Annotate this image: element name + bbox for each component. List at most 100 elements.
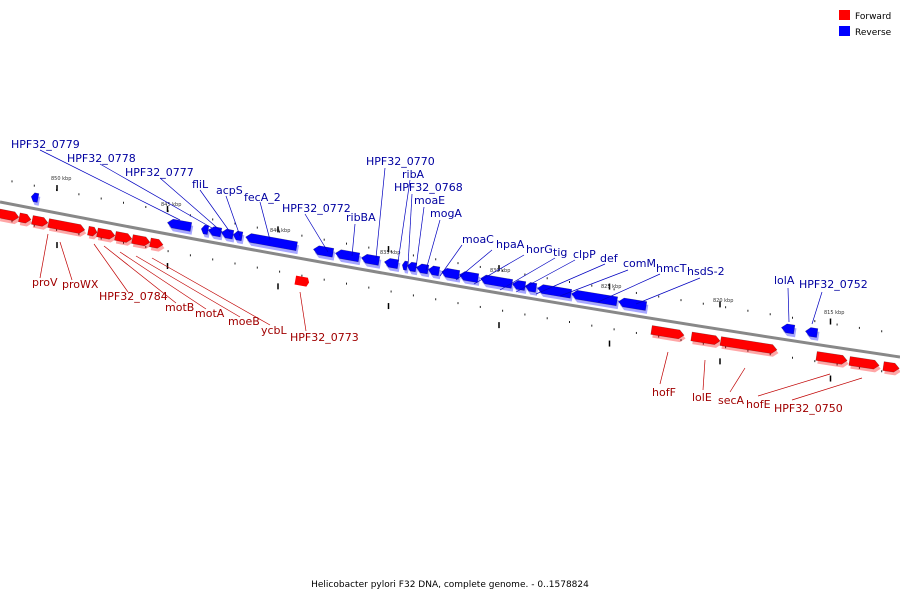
gene-arrow — [459, 271, 480, 283]
gene-arrow — [848, 356, 880, 370]
reverse-gene-21 — [618, 297, 649, 314]
reverse-leader-4 — [225, 195, 241, 237]
reverse-gene-4 — [232, 230, 245, 245]
reverse-leader-2 — [159, 177, 223, 233]
gene-label-hsdS-2[interactable]: hsdS-2 — [687, 265, 725, 278]
gene-arrow — [719, 336, 778, 354]
forward-gene-0 — [0, 208, 21, 225]
legend-label-reverse: Reverse — [855, 28, 892, 38]
gene-arrow — [18, 212, 32, 224]
reverse-leader-22 — [787, 287, 790, 323]
gene-label-hmcT[interactable]: hmcT — [656, 262, 687, 275]
gene-label-HPF32_0752[interactable]: HPF32_0752 — [799, 278, 868, 291]
forward-leader-7 — [299, 291, 307, 332]
reverse-gene-6 — [312, 245, 336, 261]
forward-leader-3 — [103, 245, 177, 304]
gene-label-lolA[interactable]: lolA — [774, 274, 795, 287]
forward-gene-7 — [131, 234, 152, 250]
gene-label-ribBA[interactable]: ribBA — [346, 211, 376, 224]
gene-label-tig[interactable]: tig — [553, 246, 567, 259]
gene-label-HPF32_0750[interactable]: HPF32_0750 — [774, 402, 843, 415]
genome-backbone — [0, 200, 900, 359]
forward-gene-8 — [149, 237, 165, 252]
gene-arrow — [882, 361, 900, 373]
gene-label-moaC[interactable]: moaC — [462, 233, 494, 246]
gene-arrow — [312, 245, 335, 258]
forward-gene-12 — [815, 351, 849, 368]
gene-label-fliL[interactable]: fliL — [192, 178, 209, 191]
reverse-gene-16 — [480, 274, 515, 292]
gene-label-mogA[interactable]: mogA — [430, 207, 462, 220]
tick-label-830: 830 kbp — [490, 268, 510, 274]
gene-arrow — [571, 289, 618, 307]
gene-label-moeB[interactable]: moeB — [228, 315, 260, 328]
reverse-gene-marker — [30, 192, 41, 206]
gene-label-motB[interactable]: motB — [165, 301, 194, 314]
forward-gene-14 — [882, 361, 900, 376]
gene-label-proWX[interactable]: proWX — [62, 278, 99, 291]
gene-label-HPF32_0784[interactable]: HPF32_0784 — [99, 290, 168, 303]
leader-lines — [39, 149, 863, 401]
legend-label-forward: Forward — [855, 12, 891, 22]
forward-leader-11 — [757, 373, 831, 397]
reverse-leader-5 — [259, 201, 271, 241]
forward-leader-1 — [59, 241, 73, 281]
gene-label-secA[interactable]: secA — [718, 394, 745, 407]
gene-label-moaE[interactable]: moaE — [414, 194, 445, 207]
gene-label-HPF32_0779[interactable]: HPF32_0779 — [11, 138, 80, 151]
gene-label-hofF[interactable]: hofF — [652, 386, 676, 399]
gene-label-hpaA[interactable]: hpaA — [496, 238, 525, 251]
gene-arrow — [0, 208, 20, 222]
gene-arrow — [406, 261, 418, 273]
reverse-gene-13 — [427, 265, 442, 280]
gene-arrow — [149, 237, 164, 249]
reverse-gene-14 — [440, 267, 462, 283]
reverse-leader-19 — [559, 269, 629, 297]
gene-label-horG[interactable]: horG — [526, 243, 553, 256]
gene-label-clpP[interactable]: clpP — [573, 248, 596, 261]
gene-arrow — [207, 226, 223, 238]
forward-leader-6 — [151, 257, 271, 326]
legend: Forward Reverse — [839, 10, 892, 38]
gene-label-motA[interactable]: motA — [195, 307, 225, 320]
gene-label-HPF32_0770[interactable]: HPF32_0770 — [366, 155, 435, 168]
reverse-leader-6 — [304, 213, 329, 253]
reverse-leader-21 — [635, 277, 701, 305]
gene-arrow — [360, 254, 381, 266]
gene-label-HPF32_0768[interactable]: HPF32_0768 — [394, 181, 463, 194]
gene-label-fecA_2[interactable]: fecA_2 — [244, 191, 281, 204]
gene-arrow — [781, 323, 796, 335]
gene-label-HPF32_0778[interactable]: HPF32_0778 — [67, 152, 136, 165]
tick-label-815: 815 kbp — [824, 310, 844, 316]
forward-gene-10 — [690, 331, 722, 348]
gene-arrow — [96, 227, 116, 240]
reverse-leader-16 — [499, 257, 556, 291]
gene-label-acpS[interactable]: acpS — [216, 184, 243, 197]
gene-label-comM[interactable]: comM — [623, 257, 656, 270]
gene-label-proV[interactable]: proV — [32, 276, 58, 289]
gene-label-ribA[interactable]: ribA — [402, 168, 425, 181]
reverse-gene-10 — [401, 260, 410, 274]
gene-arrow — [815, 351, 848, 365]
forward-gene-6 — [114, 231, 134, 246]
reverse-gene-9 — [383, 258, 401, 273]
gene-label-def[interactable]: def — [600, 252, 619, 265]
tick-label-850: 850 kbp — [51, 176, 71, 182]
reverse-leader-13 — [439, 244, 463, 277]
gene-label-ycbL[interactable]: ycbL — [261, 324, 288, 337]
gene-label-HPF32_0772[interactable]: HPF32_0772 — [282, 202, 351, 215]
forward-leader-10 — [729, 367, 746, 393]
reverse-leader-1 — [99, 163, 213, 229]
ruler — [11, 180, 883, 382]
gene-label-HPF32_0777[interactable]: HPF32_0777 — [125, 166, 194, 179]
reverse-leader-11 — [415, 206, 425, 269]
gene-arrow — [401, 260, 409, 271]
gene-label-HPF32_0773[interactable]: HPF32_0773 — [290, 331, 359, 344]
tick-label-840: 840 kbp — [270, 228, 290, 234]
gene-label-hofE[interactable]: hofE — [746, 398, 771, 411]
forward-gene-labels: proV proWX HPF32_0784 motB motA moeB ycb… — [32, 276, 843, 415]
gene-label-lolE[interactable]: lolE — [692, 391, 712, 404]
gene-arrow — [47, 218, 86, 234]
reverse-gene-7 — [335, 249, 362, 266]
